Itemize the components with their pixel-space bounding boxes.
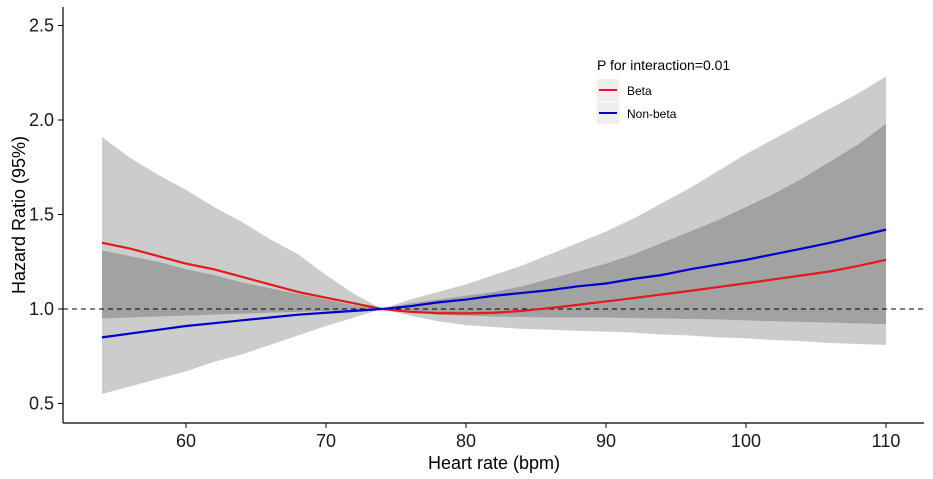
x-tick-label: 60 bbox=[176, 431, 196, 451]
y-tick-label: 1.5 bbox=[29, 205, 54, 225]
legend-label-nonbeta: Non-beta bbox=[627, 107, 677, 121]
y-tick-label: 2.5 bbox=[29, 16, 54, 36]
series-line-non-beta bbox=[101, 228, 887, 339]
x-tick-label: 70 bbox=[316, 431, 336, 451]
x-axis-title: Heart rate (bpm) bbox=[428, 453, 560, 473]
y-tick-label: 0.5 bbox=[29, 394, 54, 414]
legend-label-beta: Beta bbox=[627, 84, 652, 98]
ci-band-overlap bbox=[102, 123, 886, 325]
confidence-bands bbox=[102, 76, 886, 395]
legend-title: P for interaction=0.01 bbox=[597, 57, 730, 73]
series-lines bbox=[101, 228, 887, 339]
x-axis-ticks: 60 70 80 90 100 110 bbox=[176, 423, 900, 451]
y-tick-label: 2.0 bbox=[29, 110, 54, 130]
legend: P for interaction=0.01 Beta Non-beta bbox=[597, 57, 730, 124]
y-axis-ticks: 0.5 1.0 1.5 2.0 2.5 bbox=[29, 16, 63, 414]
x-tick-label: 110 bbox=[872, 431, 901, 451]
x-tick-label: 80 bbox=[456, 431, 476, 451]
y-tick-label: 1.0 bbox=[29, 299, 54, 319]
series-line-beta bbox=[101, 241, 887, 315]
x-tick-label: 90 bbox=[596, 431, 616, 451]
x-tick-label: 100 bbox=[731, 431, 761, 451]
y-axis-title: Hazard Ratio (95%) bbox=[9, 136, 29, 294]
